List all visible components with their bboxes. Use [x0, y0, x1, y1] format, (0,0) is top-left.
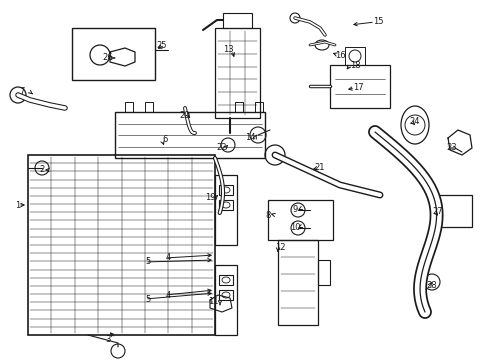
Text: 10: 10	[290, 224, 300, 233]
Bar	[215, 265, 237, 335]
Text: 9: 9	[293, 206, 297, 215]
Text: 17: 17	[353, 84, 363, 93]
Text: 24: 24	[410, 117, 420, 126]
Bar	[219, 200, 233, 210]
Bar	[278, 240, 318, 325]
Bar	[28, 155, 215, 335]
Bar	[215, 175, 237, 245]
Text: 16: 16	[335, 50, 345, 59]
Text: 26: 26	[103, 54, 113, 63]
Bar	[125, 102, 133, 112]
Text: 14: 14	[245, 134, 255, 143]
Text: 4: 4	[166, 253, 171, 262]
Text: 11: 11	[208, 297, 218, 306]
Text: 5: 5	[146, 257, 150, 266]
Bar	[145, 102, 153, 112]
Text: 25: 25	[157, 40, 167, 49]
Bar	[318, 260, 330, 285]
Bar	[432, 195, 472, 227]
Text: 21: 21	[315, 163, 325, 172]
Bar	[345, 47, 365, 65]
Text: 7: 7	[19, 87, 24, 96]
Text: 5: 5	[146, 294, 150, 303]
Text: 12: 12	[275, 243, 285, 252]
Bar	[219, 290, 233, 300]
Text: 15: 15	[373, 18, 383, 27]
Text: 8: 8	[265, 211, 270, 220]
Bar	[235, 102, 243, 112]
Text: 23: 23	[447, 144, 457, 153]
Bar	[219, 185, 233, 195]
Text: 22: 22	[217, 144, 227, 153]
Text: 6: 6	[162, 135, 168, 144]
Bar	[223, 13, 252, 28]
Bar	[330, 65, 390, 108]
Text: 13: 13	[222, 45, 233, 54]
Text: 1: 1	[15, 201, 21, 210]
Bar	[115, 112, 265, 158]
Bar	[72, 28, 155, 80]
Bar	[268, 200, 333, 240]
Text: 18: 18	[350, 60, 360, 69]
Bar	[219, 275, 233, 285]
Bar	[255, 102, 263, 112]
Bar	[215, 28, 260, 118]
Text: 19: 19	[205, 194, 215, 202]
Text: 28: 28	[427, 280, 437, 289]
Text: 20: 20	[180, 111, 190, 120]
Text: 27: 27	[433, 207, 443, 216]
Text: 2: 2	[39, 166, 45, 175]
Text: 3: 3	[105, 336, 111, 345]
Text: 4: 4	[166, 291, 171, 300]
